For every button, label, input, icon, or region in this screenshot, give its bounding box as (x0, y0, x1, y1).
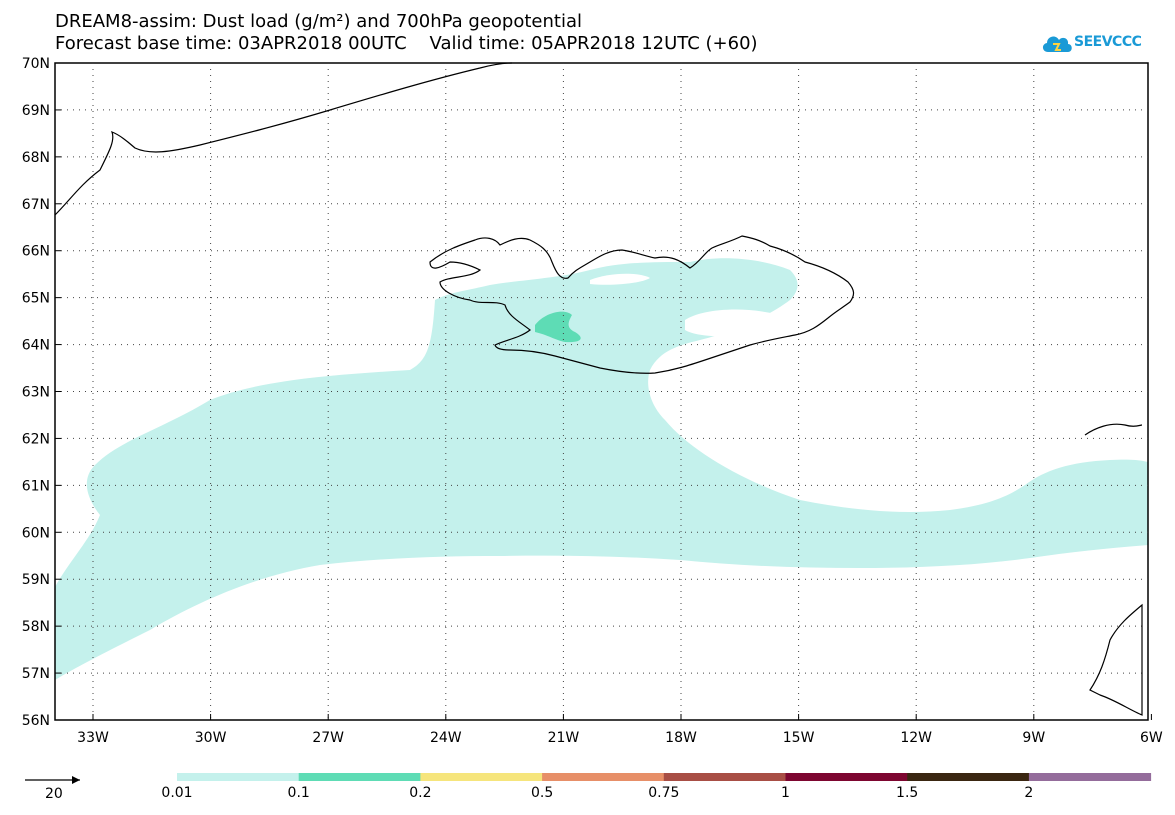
legend-label: 1 (781, 785, 790, 801)
legend-label: 0.2 (409, 785, 432, 801)
latitude-label: 60N (22, 525, 50, 541)
latitude-label: 65N (22, 291, 50, 307)
longitude-label: 21W (548, 730, 580, 746)
legend-swatch (907, 773, 1030, 781)
clear-area-east-iceland (685, 309, 784, 337)
latitude-label: 70N (22, 56, 50, 72)
latitude-label: 62N (22, 431, 50, 447)
longitude-label: 24W (430, 730, 462, 746)
longitude-label: 6W (1140, 730, 1163, 746)
legend-colorbar (177, 773, 1152, 781)
legend-swatch (177, 773, 300, 781)
legend-swatch (1028, 773, 1152, 781)
longitude-axis: 33W 30W 27W 24W 21W 18W 15W 12W 9W 6W (77, 714, 1163, 746)
legend-swatch (663, 773, 786, 781)
cloud-icon (1042, 36, 1072, 52)
longitude-label: 33W (77, 730, 109, 746)
legend-label: 1.5 (896, 785, 919, 801)
legend-swatch (420, 773, 543, 781)
longitude-label: 15W (783, 730, 815, 746)
legend-swatch (542, 773, 665, 781)
longitude-label: 18W (665, 730, 697, 746)
latitude-label: 68N (22, 150, 50, 166)
forecast-times: Forecast base time: 03APR2018 00UTC Vali… (55, 33, 758, 54)
latitude-label: 67N (22, 197, 50, 213)
map-title: DREAM8-assim: Dust load (g/m²) and 700hP… (55, 11, 582, 32)
latitude-axis: 70N 69N 68N 67N 66N 65N 64N 63N 62N 61N 60N 59N 58N 5… (22, 56, 61, 729)
latitude-label: 58N (22, 619, 50, 635)
latitude-label: 59N (22, 572, 50, 588)
faroe-coast (1084, 423, 1143, 436)
scotland-coast (1089, 603, 1143, 716)
longitude-label: 27W (312, 730, 344, 746)
greenland-coast (54, 62, 513, 216)
iceland-coast (429, 235, 855, 374)
longitude-label: 9W (1022, 730, 1045, 746)
graticule (55, 63, 1148, 720)
legend-swatch (298, 773, 421, 781)
longitude-label: 30W (195, 730, 227, 746)
legend-label: 0.1 (287, 785, 310, 801)
latitude-label: 56N (22, 713, 50, 729)
latitude-label: 64N (22, 338, 50, 354)
latitude-label: 57N (22, 666, 50, 682)
wind-reference-label: 20 (45, 786, 63, 802)
wind-reference-arrow (25, 776, 80, 784)
longitude-label: 12W (900, 730, 932, 746)
dust-area-medium (535, 311, 581, 343)
latitude-label: 63N (22, 385, 50, 401)
coastlines (54, 62, 1143, 716)
legend-label: 0.5 (530, 785, 554, 801)
dust-area-low (55, 258, 1148, 680)
legend-label: 2 (1024, 785, 1034, 801)
latitude-label: 66N (22, 244, 50, 260)
latitude-label: 69N (22, 103, 50, 119)
clear-area-north (590, 273, 650, 285)
legend-label: 0.75 (648, 785, 680, 801)
legend-swatch (785, 773, 908, 781)
seevccc-logo: SEEVCCC (1040, 30, 1155, 58)
latitude-label: 61N (22, 478, 50, 494)
legend-label: 0.01 (161, 785, 193, 801)
logo-text: SEEVCCC (1074, 34, 1142, 50)
